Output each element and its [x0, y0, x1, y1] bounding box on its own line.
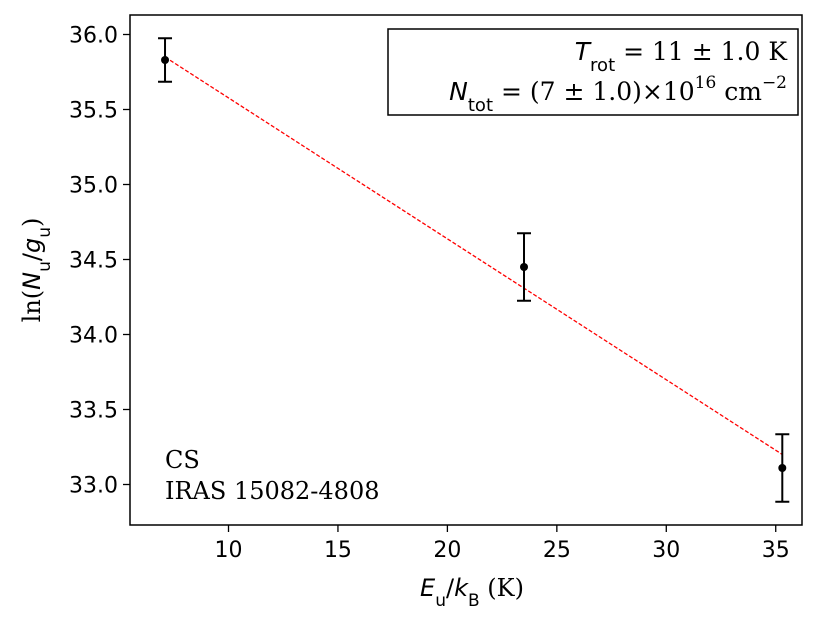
data-point — [161, 56, 170, 64]
y-tick-label: 33.0 — [69, 474, 118, 499]
x-axis-label: Eu/kB (K) — [420, 574, 524, 611]
fit-line-layer — [164, 56, 783, 456]
total-column-density-text: Ntot = (7 ± 1.0)×1016 cm−2 — [449, 73, 787, 116]
source-label: IRAS 15082-4808 — [165, 477, 380, 505]
plot-frame — [129, 14, 803, 526]
y-tick-label: 36.0 — [69, 24, 118, 49]
y-axis-label: ln(Nu/gu) — [18, 218, 55, 323]
fit-line — [164, 56, 783, 456]
y-tick-label: 34.5 — [69, 249, 118, 274]
fit-result-box-frame — [387, 28, 799, 116]
data-points-layer — [158, 37, 790, 503]
x-tick-label: 20 — [433, 538, 461, 563]
y-tick-label: 35.5 — [69, 99, 118, 124]
y-tick-label: 34.0 — [69, 324, 118, 349]
x-tick-label: 10 — [215, 538, 243, 563]
x-tick-label: 15 — [324, 538, 352, 563]
x-tick-label: 30 — [652, 538, 680, 563]
y-tick-label: 33.5 — [69, 399, 118, 424]
data-point — [520, 263, 529, 271]
x-tick-label: 35 — [762, 538, 790, 563]
y-axis-ticks: 33.0 33.5 34.0 34.5 35.0 35.5 36.0 — [69, 24, 130, 499]
fit-result-box: Trot = 11 ± 1.0 K Ntot = (7 ± 1.0)×1016 … — [387, 28, 799, 116]
molecule-label: CS — [165, 446, 200, 474]
rotation-temperature-text: Trot = 11 ± 1.0 K — [575, 37, 789, 76]
x-tick-label: 25 — [543, 538, 571, 563]
x-axis-ticks: 10 15 20 25 30 35 — [215, 525, 790, 563]
data-point — [778, 464, 787, 472]
y-tick-label: 35.0 — [69, 174, 118, 199]
